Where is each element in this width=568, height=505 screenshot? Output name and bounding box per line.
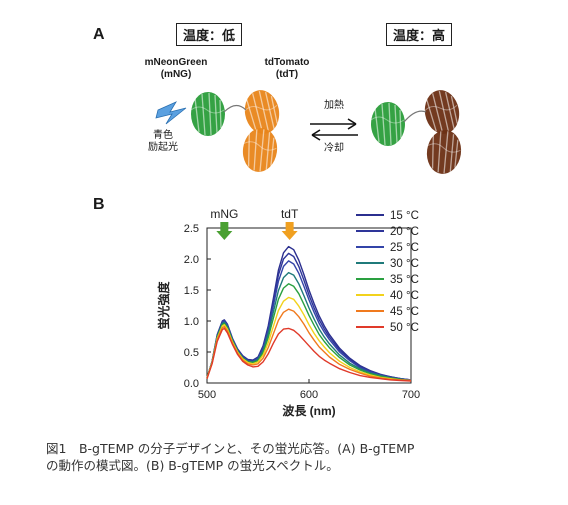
legend-label-4: 35 °C [390, 274, 419, 286]
mng-barrel-low-icon [190, 91, 226, 137]
panel-a-letter: A [93, 26, 105, 43]
y-tick-label: 0.5 [184, 347, 199, 359]
temp-low-label: 温度：低 [176, 23, 243, 46]
annotation-label-1: tdT [281, 207, 299, 221]
chart-series [206, 245, 412, 382]
excitation-label: 青色 励起光 [148, 130, 178, 154]
y-tick-label: 2.5 [184, 223, 199, 235]
linker-low [223, 104, 247, 113]
plot-frame [206, 227, 412, 384]
excitation-line2: 励起光 [148, 142, 178, 153]
tdt-abbr: (tdT) [275, 69, 299, 80]
annotation-arrow-icon-1 [281, 222, 298, 240]
caption-line1: 図1 B-gTEMP の分子デザインと、その蛍光応答。(A) B-gTEMP [46, 441, 415, 456]
y-axis-label: 蛍光強度 [156, 281, 171, 330]
x-tick-label: 700 [402, 389, 420, 401]
legend-label-3: 30 °C [390, 258, 419, 270]
temp-high-label: 温度：高 [386, 23, 453, 46]
heat-label: 加熱 [324, 100, 344, 111]
annotation-arrow-icon-0 [216, 222, 233, 240]
legend-label-2: 25 °C [390, 242, 419, 254]
spectrum-chart: 0.0 0.5 1.0 1.5 2.0 2.5 500 600 700 波長 (nm) 蛍光強度 1… [156, 207, 420, 418]
excitation-light-icon [155, 101, 187, 125]
legend-label-7: 50 °C [390, 322, 419, 334]
mng-abbr: (mNG) [160, 69, 192, 80]
tdt-barrel-high-icon-2 [423, 127, 465, 177]
mng-barrel-high-icon [370, 101, 406, 147]
linker-high [403, 110, 427, 123]
y-tick-label: 1.5 [184, 285, 199, 297]
legend-label-0: 15 °C [390, 210, 419, 222]
series-line-5 [206, 296, 412, 382]
figure-caption: 図1 B-gTEMP の分子デザインと、その蛍光応答。(A) B-gTEMP の… [46, 440, 546, 474]
panel-a-illustration [155, 86, 465, 177]
x-axis-label: 波長 (nm) [282, 403, 335, 418]
mng-label: mNeonGreen (mNG) [126, 57, 226, 81]
tdt-barrel-low-icon-2 [239, 125, 281, 175]
mng-name: mNeonGreen [144, 57, 208, 68]
y-tick-label: 1.0 [184, 316, 199, 328]
chart-axes: 0.0 0.5 1.0 1.5 2.0 2.5 500 600 700 波長 (nm) 蛍光強度 [156, 223, 420, 418]
y-tick-label: 2.0 [184, 254, 199, 266]
legend-label-6: 45 °C [390, 306, 419, 318]
tdt-name: tdTomato [264, 57, 310, 68]
chart-annotations: mNG tdT [210, 207, 299, 240]
x-tick-label: 500 [198, 389, 216, 401]
annotation-label-0: mNG [210, 207, 238, 221]
cool-label: 冷却 [324, 143, 344, 154]
legend-label-5: 40 °C [390, 290, 419, 302]
series-line-7 [206, 327, 412, 382]
caption-line2: の動作の模式図。(B) B-gTEMP の蛍光スペクトル。 [46, 458, 339, 473]
y-tick-label: 0.0 [184, 378, 199, 390]
excitation-line1: 青色 [153, 130, 173, 141]
panel-b-letter: B [93, 196, 105, 213]
tdt-label: tdTomato (tdT) [247, 57, 327, 81]
tdt-barrel-high-icon-1 [420, 86, 464, 138]
series-line-0 [206, 245, 412, 381]
chart-legend: 15 °C 20 °C 25 °C 30 °C 35 °C 40 °C 45 °C 50 °C [356, 210, 419, 334]
legend-label-1: 20 °C [390, 226, 419, 238]
x-tick-label: 600 [300, 389, 318, 401]
